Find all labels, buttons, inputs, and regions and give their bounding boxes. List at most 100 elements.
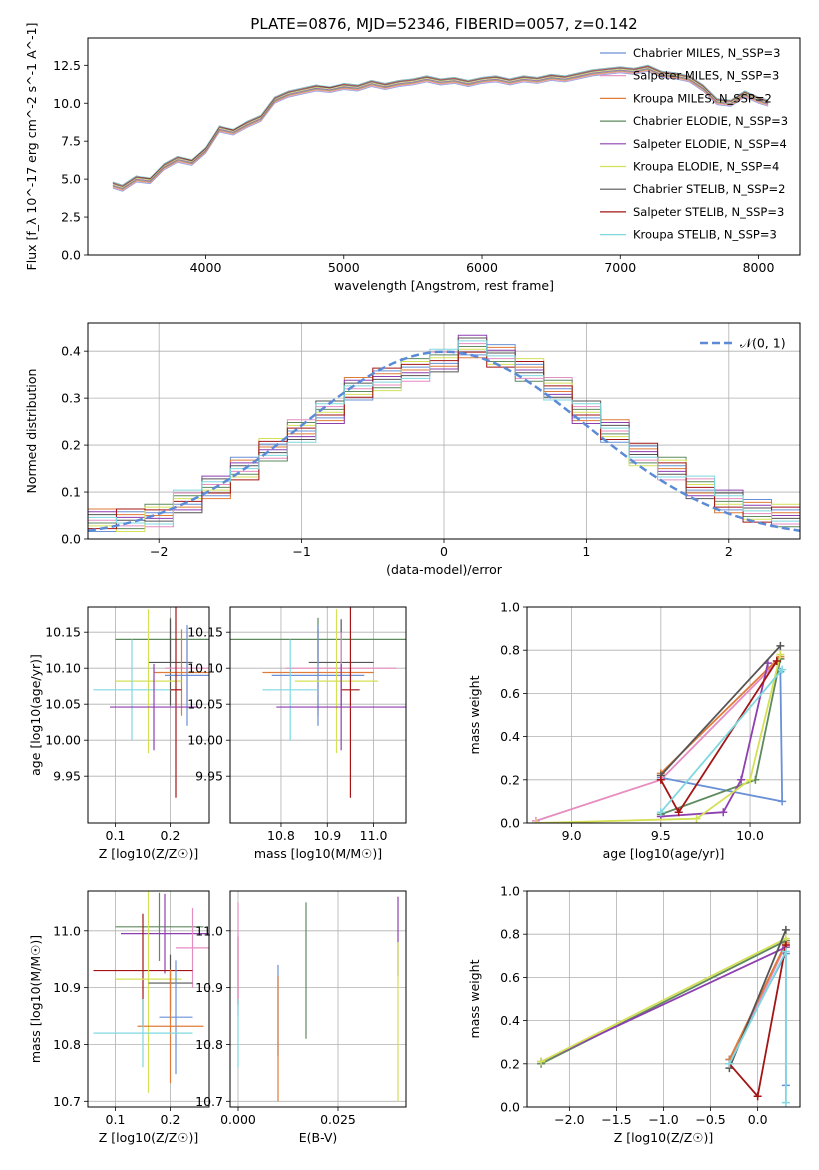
panel-residuals: −2 −1 0 1 2 0.0 0.1 0.2 0.3 0.4 (data-model)/error… [24, 322, 801, 577]
x-tick-label: 1 [582, 544, 590, 559]
y-tick-label: 10.10 [45, 661, 81, 676]
x-tick-label: 10.8 [267, 828, 295, 843]
x-tick-label: −1.0 [648, 1112, 678, 1127]
y-tick-label: 0.2 [500, 772, 520, 787]
y-tick-label: 10.9 [53, 980, 81, 995]
legend: Chabrier MILES, N_SSP=3 Salpeter MILES, N… [600, 46, 788, 242]
axes-frame [87, 37, 801, 256]
panel-weight_vs_age: 9.0 9.5 10.0 0.0 0.2 0.4 0.6 0.8 1.0 age [log10(a… [467, 600, 801, 861]
weight-series-line [660, 669, 783, 813]
y-tick-label: 0.0 [500, 1100, 520, 1115]
weight-series-line [660, 645, 782, 777]
model-spectrum-line [112, 67, 769, 189]
x-axis-label: mass [log10(M/M☉)] [254, 846, 382, 861]
legend-entry: Salpeter ELODIE, N_SSP=4 [633, 137, 787, 151]
y-tick-label: 10.15 [45, 625, 81, 640]
weight-point-marker [531, 819, 540, 823]
weight-series-line [535, 658, 782, 822]
x-tick-label: 0.0 [748, 1112, 768, 1127]
x-tick-label: 5000 [328, 260, 360, 275]
y-tick-label: 0.2 [500, 1056, 520, 1071]
y-tick-label: 5.0 [61, 172, 81, 187]
weight-point-marker [725, 1059, 734, 1068]
mass_vs_ebv-plot-area [237, 896, 399, 1102]
x-axis-label: age [log10(age/yr)] [603, 846, 725, 861]
x-tick-label: −1 [292, 544, 310, 559]
y-axis-label: age [log10(age/yr)] [28, 654, 43, 776]
x-tick-label: 0.2 [161, 828, 181, 843]
residual-histogram [88, 348, 800, 532]
x-tick-label: −2.0 [554, 1112, 584, 1127]
residual-histogram [88, 345, 800, 530]
legend-entry: Kroupa ELODIE, N_SSP=4 [633, 160, 779, 174]
y-tick-label: 1.0 [500, 600, 520, 615]
y-tick-label: 0.8 [500, 643, 520, 658]
weight-point-marker [776, 641, 785, 650]
weight-series-line [535, 654, 782, 823]
y-tick-label: 0.2 [61, 438, 81, 453]
y-tick-label: 12.5 [53, 58, 81, 73]
y-tick-label: 0.0 [500, 816, 520, 831]
weight-point-marker [656, 808, 665, 817]
y-tick-label: 7.5 [61, 134, 81, 149]
residuals-plot-area [88, 334, 800, 533]
x-tick-label: 0.000 [220, 1112, 256, 1127]
legend-entry: Kroupa MILES, N_SSP=2 [633, 91, 772, 105]
weight-point-marker [778, 665, 787, 674]
panel-weight_vs_Z: −2.0 −1.5 −1.0 −0.5 0.0 0.0 0.2 0.4 0.6 0.8 1.0 Z [… [467, 884, 801, 1145]
y-tick-label: 10.00 [187, 733, 223, 748]
y-tick-label: 0.4 [500, 729, 520, 744]
y-tick-label: 11.0 [53, 923, 81, 938]
y-tick-label: 10.9 [195, 980, 223, 995]
y-tick-label: 1.0 [500, 884, 520, 899]
x-tick-label: 10.9 [313, 828, 341, 843]
legend-entry: Chabrier STELIB, N_SSP=2 [633, 182, 785, 196]
residual-histogram [88, 346, 800, 517]
legend-entry: 𝒩(0, 1) [740, 336, 786, 351]
x-tick-label: 0.2 [161, 1112, 181, 1127]
weight-series-line [660, 662, 769, 818]
y-tick-label: 10.7 [195, 1094, 223, 1109]
axes-frame [526, 890, 801, 1108]
y-tick-label: 2.5 [61, 210, 81, 225]
spectrum-plot-area [112, 64, 769, 192]
y-tick-label: 0.8 [500, 927, 520, 942]
residual-histogram [88, 340, 800, 525]
age_vs_mass-plot-area [230, 607, 406, 798]
y-tick-label: 0.0 [61, 248, 81, 263]
y-tick-label: 10.05 [187, 697, 223, 712]
x-axis-label: Z [log10(Z/Z☉)] [99, 846, 199, 861]
y-axis-label: Normed distribution [24, 369, 39, 494]
weight_vs_Z-plot-area [537, 925, 790, 1107]
model-spectrum-line [112, 65, 769, 187]
weight-point-marker [781, 947, 790, 956]
legend-entry: Salpeter MILES, N_SSP=3 [633, 69, 779, 83]
y-tick-label: 0.4 [61, 344, 81, 359]
weight_vs_age-plot-area [531, 641, 787, 823]
residual-histogram [88, 334, 800, 519]
model-spectrum-line [112, 70, 769, 192]
axes-frame [87, 322, 801, 540]
model-spectrum-line [112, 68, 769, 190]
y-tick-label: 10.00 [45, 733, 81, 748]
panel-age_vs_Z: 0.1 0.2 9.95 10.00 10.05 10.10 10.15 Z [log10(Z… [28, 606, 210, 861]
residual-histogram [88, 343, 800, 528]
weight-point-marker [737, 775, 746, 784]
y-tick-label: 10.15 [187, 625, 223, 640]
y-tick-label: 0.6 [500, 970, 520, 985]
panel-mass_vs_Z: 0.1 0.2 10.7 10.8 10.9 11.0 Z [log10(Z/Z☉)] mas… [28, 890, 210, 1145]
y-tick-label: 10.8 [195, 1037, 223, 1052]
x-tick-label: 8000 [743, 260, 775, 275]
legend-entry: Chabrier ELODIE, N_SSP=3 [633, 114, 788, 128]
axes-frame [87, 606, 210, 824]
figure-title: PLATE=0876, MJD=52346, FIBERID=0057, z=0… [250, 15, 637, 33]
x-tick-label: 0.1 [106, 828, 126, 843]
x-axis-label: Z [log10(Z/Z☉)] [614, 1130, 714, 1145]
model-spectrum-line [112, 66, 769, 188]
y-tick-label: 0.1 [61, 485, 81, 500]
legend-entry: Salpeter STELIB, N_SSP=3 [633, 205, 784, 219]
x-axis-label: wavelength [Angstrom, rest frame] [334, 278, 554, 293]
x-tick-label: 0 [440, 544, 448, 559]
model-spectrum-line [112, 70, 769, 191]
x-tick-label: 6000 [466, 260, 498, 275]
